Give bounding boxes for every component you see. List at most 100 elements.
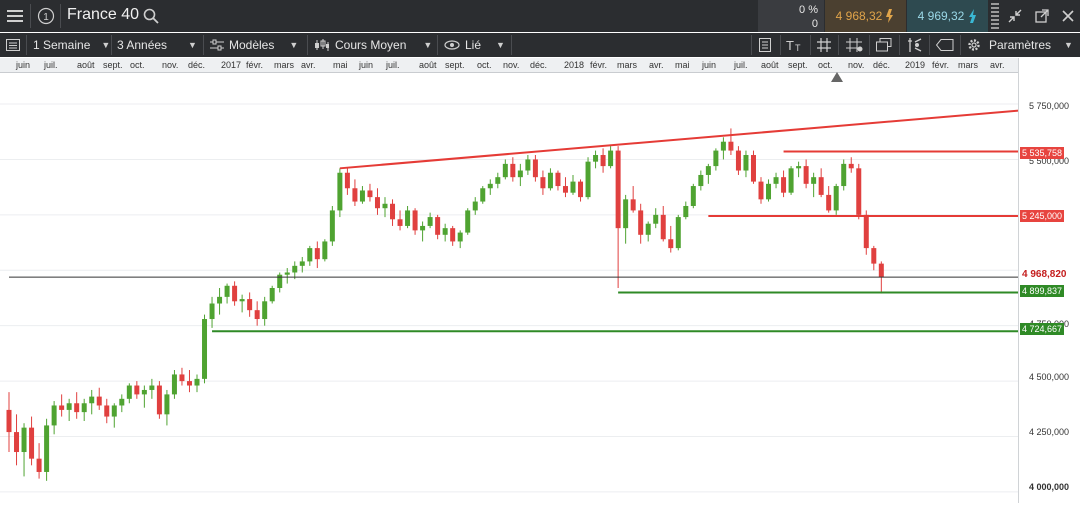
candle: [841, 163, 847, 187]
popout-icon[interactable]: [1030, 0, 1054, 32]
candle: [465, 210, 471, 233]
interval-dropdown[interactable]: 1 Semaine ▼: [33, 33, 110, 57]
timeline-label: 2018: [564, 60, 585, 70]
list-icon[interactable]: [6, 33, 20, 57]
candle: [645, 223, 651, 235]
divider: [838, 35, 839, 55]
price-type-label: Cours Moyen: [335, 38, 407, 52]
crosshair-icon[interactable]: [846, 33, 864, 57]
candle: [562, 186, 568, 193]
timeline-label: mars: [617, 60, 637, 70]
candle: [119, 398, 125, 406]
timeline-label: mars: [274, 60, 294, 70]
divider: [511, 35, 512, 55]
depth-icon[interactable]: [989, 0, 1001, 32]
candle: [352, 188, 358, 202]
divider: [869, 35, 870, 55]
divider: [960, 35, 961, 55]
candle: [442, 228, 448, 235]
timeline-label: févr.: [932, 60, 950, 70]
candle: [638, 210, 644, 235]
candle: [96, 396, 102, 406]
settings-label: Paramètres: [989, 38, 1052, 52]
collapse-icon[interactable]: [1003, 0, 1027, 32]
price-axis[interactable]: 5 750,000 5 500,000 4 750,000 4 500,000 …: [1018, 58, 1080, 503]
candle: [307, 248, 313, 262]
candle: [781, 177, 787, 193]
candle: [232, 285, 238, 302]
top-bar: 1 France 40 0 % 0 4 968,32 4 969,32: [0, 0, 1080, 32]
y-tick: 4 250,000: [1028, 427, 1069, 437]
candle: [374, 197, 380, 209]
candle: [811, 177, 817, 184]
instrument-title[interactable]: France 40: [67, 6, 140, 23]
candle: [532, 159, 538, 178]
support-2-tag: 4 724,667: [1020, 323, 1065, 335]
candle: [585, 161, 591, 198]
candle: [735, 150, 741, 171]
windows-icon[interactable]: [876, 33, 892, 57]
price-chart[interactable]: [0, 73, 1019, 503]
settings-button[interactable]: Paramètres ▼: [967, 33, 1073, 57]
resistance-1-tag: 5 535,758: [1020, 147, 1065, 159]
divider: [929, 35, 930, 55]
info-icon[interactable]: 1: [34, 0, 58, 32]
sell-price: 4 968,32: [835, 9, 883, 23]
candle: [615, 150, 621, 229]
timeline-label: nov.: [162, 60, 179, 70]
sell-button[interactable]: 4 968,32: [825, 0, 906, 32]
timeline-label: nov.: [848, 60, 865, 70]
candle: [495, 177, 501, 184]
arrow-up-icon: [969, 9, 977, 23]
label-tool-icon[interactable]: [936, 33, 954, 57]
candle: [435, 217, 441, 235]
grid-icon[interactable]: [817, 33, 831, 57]
candle: [254, 310, 260, 320]
price-type-dropdown[interactable]: Cours Moyen ▼: [314, 33, 432, 57]
candle: [59, 405, 65, 410]
close-icon[interactable]: [1056, 0, 1080, 32]
search-icon[interactable]: [142, 0, 160, 32]
timeline-label: déc.: [530, 60, 548, 70]
candle: [209, 303, 215, 320]
candle: [818, 177, 824, 195]
timeline-label: mai: [675, 60, 690, 70]
candle: [871, 248, 877, 264]
range-dropdown[interactable]: 3 Années ▼: [117, 33, 197, 57]
candle: [74, 403, 80, 413]
candle: [299, 261, 305, 266]
svg-text:1: 1: [43, 12, 49, 23]
chevron-down-icon: ▼: [496, 40, 505, 50]
models-dropdown[interactable]: Modèles ▼: [210, 33, 298, 57]
candle: [510, 163, 516, 178]
link-dropdown[interactable]: Lié ▼: [444, 33, 505, 57]
timeline-label: juil.: [734, 60, 748, 70]
timeline-label: sept.: [788, 60, 808, 70]
candle: [555, 172, 561, 187]
candle: [728, 141, 734, 151]
models-label: Modèles: [229, 38, 275, 52]
y-tick: 5 500,000: [1028, 156, 1069, 166]
time-marker-icon[interactable]: [831, 72, 843, 82]
divider: [203, 35, 204, 55]
notes-icon[interactable]: [759, 33, 771, 57]
candle: [525, 159, 531, 171]
resistance-2-tag: 5 245,000: [1020, 210, 1065, 222]
link-label: Lié: [465, 38, 482, 52]
candle: [450, 228, 456, 242]
candle: [29, 427, 35, 459]
hamburger-menu-icon[interactable]: [0, 0, 30, 32]
timeline-label: 2019: [905, 60, 926, 70]
divider: [60, 4, 61, 28]
candle: [803, 166, 809, 184]
candle: [758, 181, 764, 200]
chevron-down-icon: ▼: [423, 40, 433, 50]
buy-button[interactable]: 4 969,32: [907, 0, 988, 32]
candle: [239, 299, 245, 302]
timeline-label: déc.: [873, 60, 891, 70]
candle: [878, 263, 884, 278]
indicator-icon[interactable]: [907, 33, 923, 57]
timeline-label: juin: [16, 60, 31, 70]
timeline-label: févr.: [246, 60, 264, 70]
